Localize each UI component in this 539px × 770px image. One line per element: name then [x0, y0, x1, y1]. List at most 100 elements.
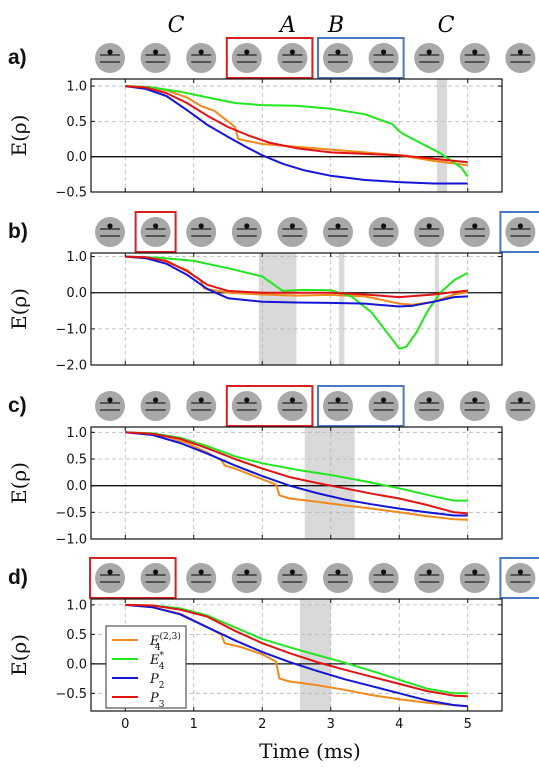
ion-icon — [186, 217, 217, 247]
series-line-P2 — [125, 85, 468, 185]
region-box-a — [225, 37, 314, 79]
plot-frame — [90, 252, 503, 366]
shaded-region — [434, 253, 439, 365]
panel-2: c) 1.0 0.5 0.0 −0.5 −1.0 E(ρ) — [7, 385, 536, 548]
ion-icon — [323, 43, 353, 73]
y-axis-label: E(ρ) — [7, 288, 31, 330]
ion-icon — [505, 391, 536, 421]
y-tick-label: 1.0 — [66, 426, 87, 441]
x-axis-label: Time (ms) — [259, 739, 361, 763]
ion-icon — [414, 43, 445, 73]
series-line-P2 — [125, 255, 468, 308]
ion-icon — [95, 217, 125, 247]
y-tick-label: −0.5 — [55, 186, 87, 201]
ion-icon — [231, 43, 262, 73]
panel-label: a) — [8, 46, 27, 69]
ion-icon — [505, 217, 536, 247]
ion-icon — [323, 563, 353, 593]
ion-icon — [95, 391, 125, 421]
plot-area — [91, 599, 502, 711]
plot-frame — [90, 78, 503, 193]
ion-icon — [414, 391, 445, 421]
y-tick-label: 0.0 — [66, 150, 87, 165]
y-tick-label: 1.0 — [66, 80, 87, 95]
region-labels: C A B C — [168, 13, 455, 38]
region-label-a: A — [278, 13, 296, 38]
x-tick-label: 4 — [395, 717, 403, 732]
plot-frame — [90, 426, 503, 540]
region-box-b — [317, 385, 405, 427]
x-tick-label: 3 — [327, 717, 335, 732]
ion-icon — [277, 563, 308, 593]
ion-icon — [368, 391, 399, 421]
ion-icon — [140, 391, 171, 421]
ion-icon — [277, 217, 308, 247]
ion-icon — [277, 391, 308, 421]
region-box-a — [134, 211, 177, 253]
ion-icon — [505, 563, 536, 593]
series-line-E4_star — [125, 603, 468, 695]
ion-icon — [505, 43, 536, 73]
panel-label: d) — [8, 566, 28, 589]
y-tick-label: 0.5 — [66, 115, 87, 130]
legend-entry-E4_star: E* 4 — [149, 651, 165, 672]
shaded-region — [338, 253, 345, 365]
y-tick-label: 0.0 — [66, 657, 87, 672]
panel-3: d) 0 1 2 3 4 5 1.0 0.5 0.0 −0.5 E(ρ) — [7, 557, 539, 732]
ion-icon — [231, 391, 262, 421]
x-tick-label: 0 — [121, 717, 129, 732]
x-tick-label: 2 — [258, 717, 266, 732]
region-label-b: B — [327, 13, 344, 38]
panel-1: b) 1.0 0.0 −1.0 −2.0 E(ρ) — [7, 211, 539, 374]
ion-icon — [323, 217, 353, 247]
ion-icon — [459, 563, 490, 593]
plot-frame — [90, 598, 503, 712]
ion-icon — [186, 563, 217, 593]
ion-icon — [140, 563, 171, 593]
series-line-E4_23 — [125, 255, 468, 306]
ion-icon — [277, 43, 308, 73]
region-box-b — [499, 211, 539, 253]
shaded-region — [436, 79, 448, 192]
ion-icon — [459, 43, 490, 73]
x-tick-label: 1 — [190, 717, 198, 732]
panels: a)1.00.50.0−0.5E(ρ)b)1.00.0−1.0−2.0E(ρ)c… — [7, 37, 539, 732]
ion-icon — [186, 43, 217, 73]
plot-area — [91, 79, 502, 192]
region-box-a — [225, 385, 314, 427]
panel-0: a) 1.0 0.5 0.0 −0.5 E(ρ) — [7, 37, 536, 201]
y-axis-label: E(ρ) — [7, 634, 31, 676]
y-tick-label: −2.0 — [55, 359, 87, 374]
ion-icon — [414, 563, 445, 593]
region-box-b — [499, 557, 539, 599]
region-label-c-right: C — [438, 13, 455, 38]
ion-icon — [368, 563, 399, 593]
series-line-P3 — [125, 431, 468, 515]
y-tick-label: 1.0 — [66, 250, 87, 265]
ion-icon — [140, 217, 171, 247]
ion-icon — [231, 217, 262, 247]
legend-entry-E4_23: E(2,3) 4 — [149, 631, 181, 653]
ion-icon — [186, 391, 217, 421]
panel-label: c) — [8, 394, 27, 417]
legend-entry-P3: P3 — [149, 691, 165, 710]
x-tick-label: 5 — [464, 717, 472, 732]
ion-icon — [95, 563, 125, 593]
plot-area — [91, 253, 502, 365]
series-line-P3 — [125, 255, 468, 299]
ion-icon — [323, 391, 353, 421]
y-tick-label: 0.0 — [66, 479, 87, 494]
shaded-region — [258, 253, 297, 365]
ion-icon — [231, 563, 262, 593]
region-box-b — [317, 37, 405, 79]
y-tick-label: 0.5 — [66, 453, 87, 468]
region-box-a — [89, 557, 177, 599]
ion-icon — [459, 391, 490, 421]
y-tick-label: −0.5 — [55, 506, 87, 521]
panel-label: b) — [8, 220, 28, 243]
series-line-P2 — [125, 431, 468, 517]
ion-icon — [459, 217, 490, 247]
ion-icon — [95, 43, 125, 73]
